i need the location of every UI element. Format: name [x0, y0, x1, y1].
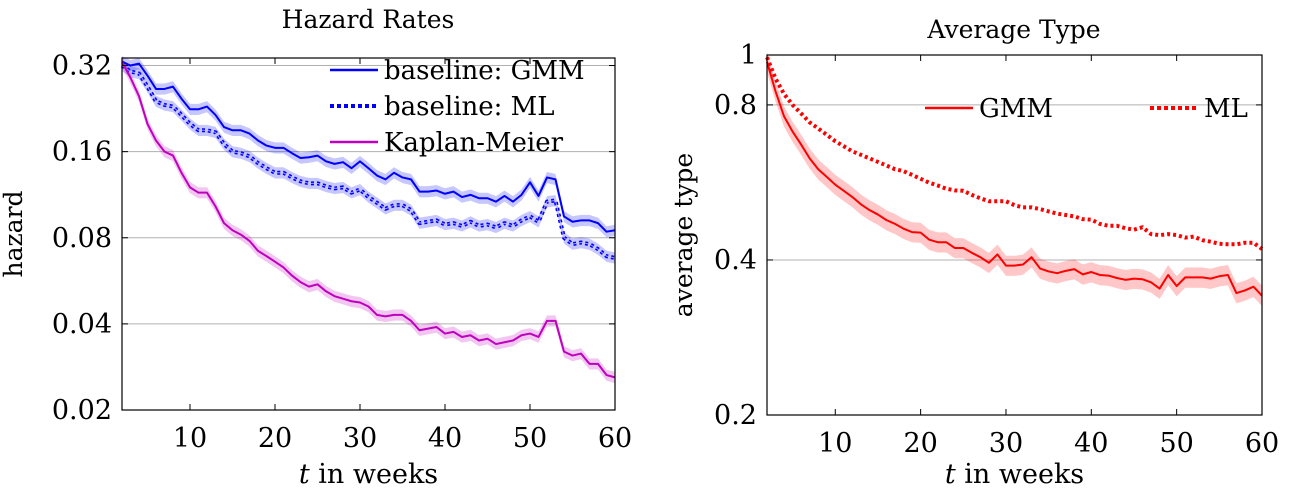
- x-tick-label: 30: [343, 423, 377, 454]
- chart-title: Hazard Rates: [282, 5, 455, 34]
- confidence-band-1: [122, 60, 615, 264]
- x-tick-label: 20: [258, 423, 292, 454]
- x-tick-label: 30: [989, 428, 1023, 459]
- y-axis-label: average type: [669, 153, 698, 317]
- series-line-core: [121, 65, 616, 259]
- legend-label: baseline: GMM: [384, 56, 585, 86]
- legend-label: ML: [1204, 94, 1248, 124]
- y-tick-label: 0.02: [52, 395, 112, 426]
- x-tick-label: 50: [513, 423, 547, 454]
- x-tick-label: 10: [818, 428, 852, 459]
- x-tick-label: 60: [1245, 428, 1279, 459]
- x-axis-label-text: in weeks: [956, 459, 1084, 490]
- confidence-band-2: [122, 56, 615, 384]
- y-tick-label: 0.32: [52, 51, 112, 82]
- x-axis-label-text: in weeks: [310, 459, 438, 490]
- x-tick-label: 40: [428, 423, 462, 454]
- series-line-baseline-gmm: [121, 60, 616, 233]
- y-tick-label: 0.04: [52, 309, 112, 340]
- series-line-kaplan-meier: [121, 61, 616, 379]
- x-axis-label: t in weeks: [299, 459, 438, 490]
- x-tick-label: 10: [173, 423, 207, 454]
- x-tick-label: 60: [598, 423, 632, 454]
- y-tick-label: 0.08: [52, 223, 112, 254]
- series-line-gmm: [766, 61, 1263, 297]
- confidence-band-0: [767, 51, 1262, 306]
- series-line-ml: [765, 56, 1264, 251]
- chart-title: Average Type: [926, 15, 1100, 44]
- y-tick-label: 1: [740, 40, 757, 71]
- legend: baseline: GMM baseline: ML Kaplan-Meier: [330, 56, 585, 158]
- y-tick-label: 0.8: [714, 90, 757, 121]
- x-axis-label: t in weeks: [945, 459, 1084, 490]
- y-tick-label: 0.4: [714, 245, 757, 276]
- legend: GMM ML: [925, 94, 1248, 124]
- x-axis-label-variable: t: [299, 459, 310, 490]
- legend-label: Kaplan-Meier: [384, 128, 564, 158]
- y-tick-label: 0.16: [52, 137, 112, 168]
- y-tick-label: 0.2: [714, 400, 757, 431]
- confidence-band-0: [122, 56, 615, 238]
- x-axis-label-variable: t: [945, 459, 956, 490]
- plot-frame: [766, 54, 1263, 416]
- plot-frame: [121, 57, 616, 411]
- x-tick-label: 20: [903, 428, 937, 459]
- x-tick-label: 40: [1074, 428, 1108, 459]
- y-axis-label: hazard: [0, 190, 28, 277]
- legend-label: GMM: [979, 94, 1053, 124]
- hazard-rates-chart: 10 20 30 40 50 60 0.02 0.04 0.08 0.16 0.32 Hazard R…: [0, 5, 632, 490]
- x-tick-label: 50: [1159, 428, 1193, 459]
- average-type-chart: 10 20 30 40 50 60 0.2 0.4 0.8 1 Average Type t in w…: [669, 15, 1279, 490]
- legend-label: baseline: ML: [384, 92, 555, 122]
